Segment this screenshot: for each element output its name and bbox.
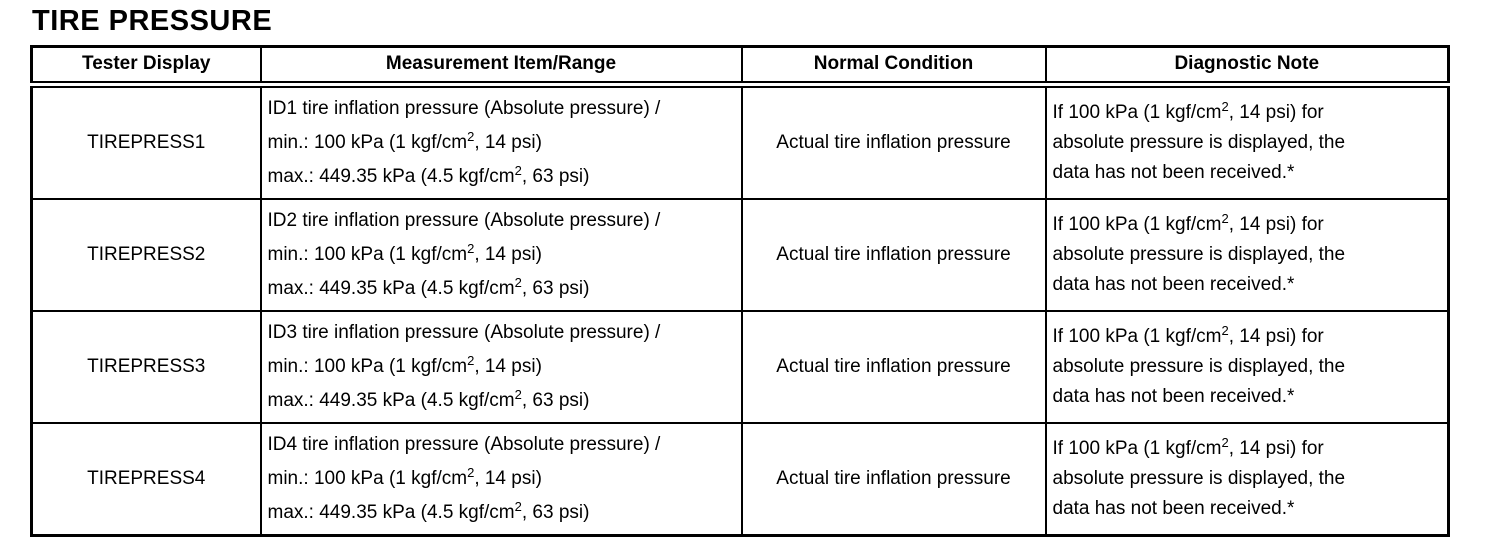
measurement-cell: ID3 tire inflation pressure (Absolute pr… xyxy=(259,309,743,424)
diagnostic-note-cell: If 100 kPa (1 kgf/cm2, 14 psi) for absol… xyxy=(1044,309,1450,424)
header-measurement-item-range: Measurement Item/Range xyxy=(259,45,743,88)
diagnostic-line-2: absolute pressure is displayed, the xyxy=(1052,467,1346,489)
diagnostic-note-cell: If 100 kPa (1 kgf/cm2, 14 psi) for absol… xyxy=(1044,83,1450,200)
measurement-line-1: ID2 tire inflation pressure (Absolute pr… xyxy=(267,209,661,231)
superscript-2: 2 xyxy=(1221,98,1229,114)
diagnostic-line-2: absolute pressure is displayed, the xyxy=(1052,355,1346,377)
min-text-end: , 14 psi) xyxy=(474,243,542,265)
measurement-line-max: max.: 449.35 kPa (4.5 kgf/cm2, 63 psi) xyxy=(268,496,735,530)
measurement-line-max: max.: 449.35 kPa (4.5 kgf/cm2, 63 psi) xyxy=(268,272,735,306)
measurement-cell: ID1 tire inflation pressure (Absolute pr… xyxy=(259,83,743,200)
diagnostic-line-1: If 100 kPa (1 kgf/cm2, 14 psi) for xyxy=(1053,98,1442,128)
manual-page: TIRE PRESSURE Tester Display Measurement… xyxy=(30,5,1450,537)
diagnostic-line-2: absolute pressure is displayed, the xyxy=(1052,243,1346,265)
measurement-line-min: min.: 100 kPa (1 kgf/cm2, 14 psi) xyxy=(268,238,735,272)
normal-condition-cell: Actual tire inflation pressure xyxy=(740,197,1047,312)
diag-text-end: , 14 psi) for xyxy=(1228,437,1324,459)
tester-display-cell: TIREPRESS1 xyxy=(30,83,262,200)
tester-display-cell: TIREPRESS3 xyxy=(30,309,262,424)
min-text-end: , 14 psi) xyxy=(474,131,542,153)
measurement-cell: ID2 tire inflation pressure (Absolute pr… xyxy=(259,197,743,312)
measurement-line-min: min.: 100 kPa (1 kgf/cm2, 14 psi) xyxy=(268,126,735,160)
min-text: min.: 100 kPa (1 kgf/cm xyxy=(267,355,468,377)
superscript-2: 2 xyxy=(467,464,475,480)
measurement-cell: ID4 tire inflation pressure (Absolute pr… xyxy=(259,421,743,537)
measurement-line-min: min.: 100 kPa (1 kgf/cm2, 14 psi) xyxy=(268,350,735,384)
superscript-2: 2 xyxy=(514,274,522,290)
tester-display-cell: TIREPRESS2 xyxy=(30,197,262,312)
measurement-line-1: ID4 tire inflation pressure (Absolute pr… xyxy=(267,433,661,455)
min-text: min.: 100 kPa (1 kgf/cm xyxy=(267,467,468,489)
normal-condition-cell: Actual tire inflation pressure xyxy=(740,309,1047,424)
table-row-tirepress2: TIREPRESS2 ID2 tire inflation pressure (… xyxy=(30,197,1450,312)
normal-condition-cell: Actual tire inflation pressure xyxy=(740,83,1047,200)
max-text-end: , 63 psi) xyxy=(521,165,590,187)
max-text: max.: 449.35 kPa (4.5 kgf/cm xyxy=(267,277,515,299)
diagnostic-note-cell: If 100 kPa (1 kgf/cm2, 14 psi) for absol… xyxy=(1044,197,1450,312)
superscript-2: 2 xyxy=(514,162,522,178)
diag-text-end: , 14 psi) for xyxy=(1228,101,1324,123)
superscript-2: 2 xyxy=(467,128,475,144)
table-row-header: Tester Display Measurement Item/Range No… xyxy=(30,45,1450,88)
diagnostic-line-3: data has not been received.* xyxy=(1052,497,1295,519)
diagnostic-line-3: data has not been received.* xyxy=(1052,273,1295,295)
superscript-2: 2 xyxy=(514,498,522,514)
diag-text: If 100 kPa (1 kgf/cm xyxy=(1052,213,1222,235)
diag-text: If 100 kPa (1 kgf/cm xyxy=(1052,437,1222,459)
diag-text: If 100 kPa (1 kgf/cm xyxy=(1052,325,1222,347)
table-header-row: Tester Display Measurement Item/Range No… xyxy=(30,45,1450,88)
max-text-end: , 63 psi) xyxy=(521,389,590,411)
max-text: max.: 449.35 kPa (4.5 kgf/cm xyxy=(267,501,515,523)
superscript-2: 2 xyxy=(467,352,475,368)
max-text-end: , 63 psi) xyxy=(521,277,590,299)
diagnostic-line-3: data has not been received.* xyxy=(1052,385,1295,407)
diagnostic-line-3: data has not been received.* xyxy=(1052,161,1295,183)
max-text: max.: 449.35 kPa (4.5 kgf/cm xyxy=(267,165,515,187)
superscript-2: 2 xyxy=(1221,434,1229,450)
max-text: max.: 449.35 kPa (4.5 kgf/cm xyxy=(267,389,515,411)
diagnostic-line-1: If 100 kPa (1 kgf/cm2, 14 psi) for xyxy=(1053,434,1442,464)
header-diagnostic-note: Diagnostic Note xyxy=(1044,45,1450,88)
measurement-line-max: max.: 449.35 kPa (4.5 kgf/cm2, 63 psi) xyxy=(268,384,735,418)
table-row-tirepress3: TIREPRESS3 ID3 tire inflation pressure (… xyxy=(30,309,1450,424)
superscript-2: 2 xyxy=(467,240,475,256)
diagnostic-line-1: If 100 kPa (1 kgf/cm2, 14 psi) for xyxy=(1053,322,1442,352)
min-text: min.: 100 kPa (1 kgf/cm xyxy=(267,243,468,265)
max-text-end: , 63 psi) xyxy=(521,501,590,523)
header-normal-condition: Normal Condition xyxy=(740,45,1047,88)
superscript-2: 2 xyxy=(1221,210,1229,226)
measurement-line-min: min.: 100 kPa (1 kgf/cm2, 14 psi) xyxy=(268,462,735,496)
header-tester-display: Tester Display xyxy=(30,45,262,88)
diag-text-end: , 14 psi) for xyxy=(1228,213,1324,235)
superscript-2: 2 xyxy=(514,386,522,402)
superscript-2: 2 xyxy=(1221,322,1229,338)
min-text-end: , 14 psi) xyxy=(474,355,542,377)
diag-text: If 100 kPa (1 kgf/cm xyxy=(1052,101,1222,123)
normal-condition-cell: Actual tire inflation pressure xyxy=(740,421,1047,537)
tester-display-cell: TIREPRESS4 xyxy=(30,421,262,537)
tire-pressure-table: Tester Display Measurement Item/Range No… xyxy=(30,44,1450,537)
diagnostic-line-2: absolute pressure is displayed, the xyxy=(1052,131,1346,153)
min-text: min.: 100 kPa (1 kgf/cm xyxy=(267,131,468,153)
diagnostic-line-1: If 100 kPa (1 kgf/cm2, 14 psi) for xyxy=(1053,210,1442,240)
diag-text-end: , 14 psi) for xyxy=(1228,325,1324,347)
page-title: TIRE PRESSURE xyxy=(32,5,273,37)
measurement-line-1: ID1 tire inflation pressure (Absolute pr… xyxy=(267,97,661,119)
diagnostic-note-cell: If 100 kPa (1 kgf/cm2, 14 psi) for absol… xyxy=(1044,421,1450,537)
table-row-tirepress4: TIREPRESS4 ID4 tire inflation pressure (… xyxy=(30,421,1450,537)
measurement-line-1: ID3 tire inflation pressure (Absolute pr… xyxy=(267,321,661,343)
table-row-tirepress1: TIREPRESS1 ID1 tire inflation pressure (… xyxy=(30,83,1450,200)
measurement-line-max: max.: 449.35 kPa (4.5 kgf/cm2, 63 psi) xyxy=(268,160,735,194)
min-text-end: , 14 psi) xyxy=(474,467,542,489)
